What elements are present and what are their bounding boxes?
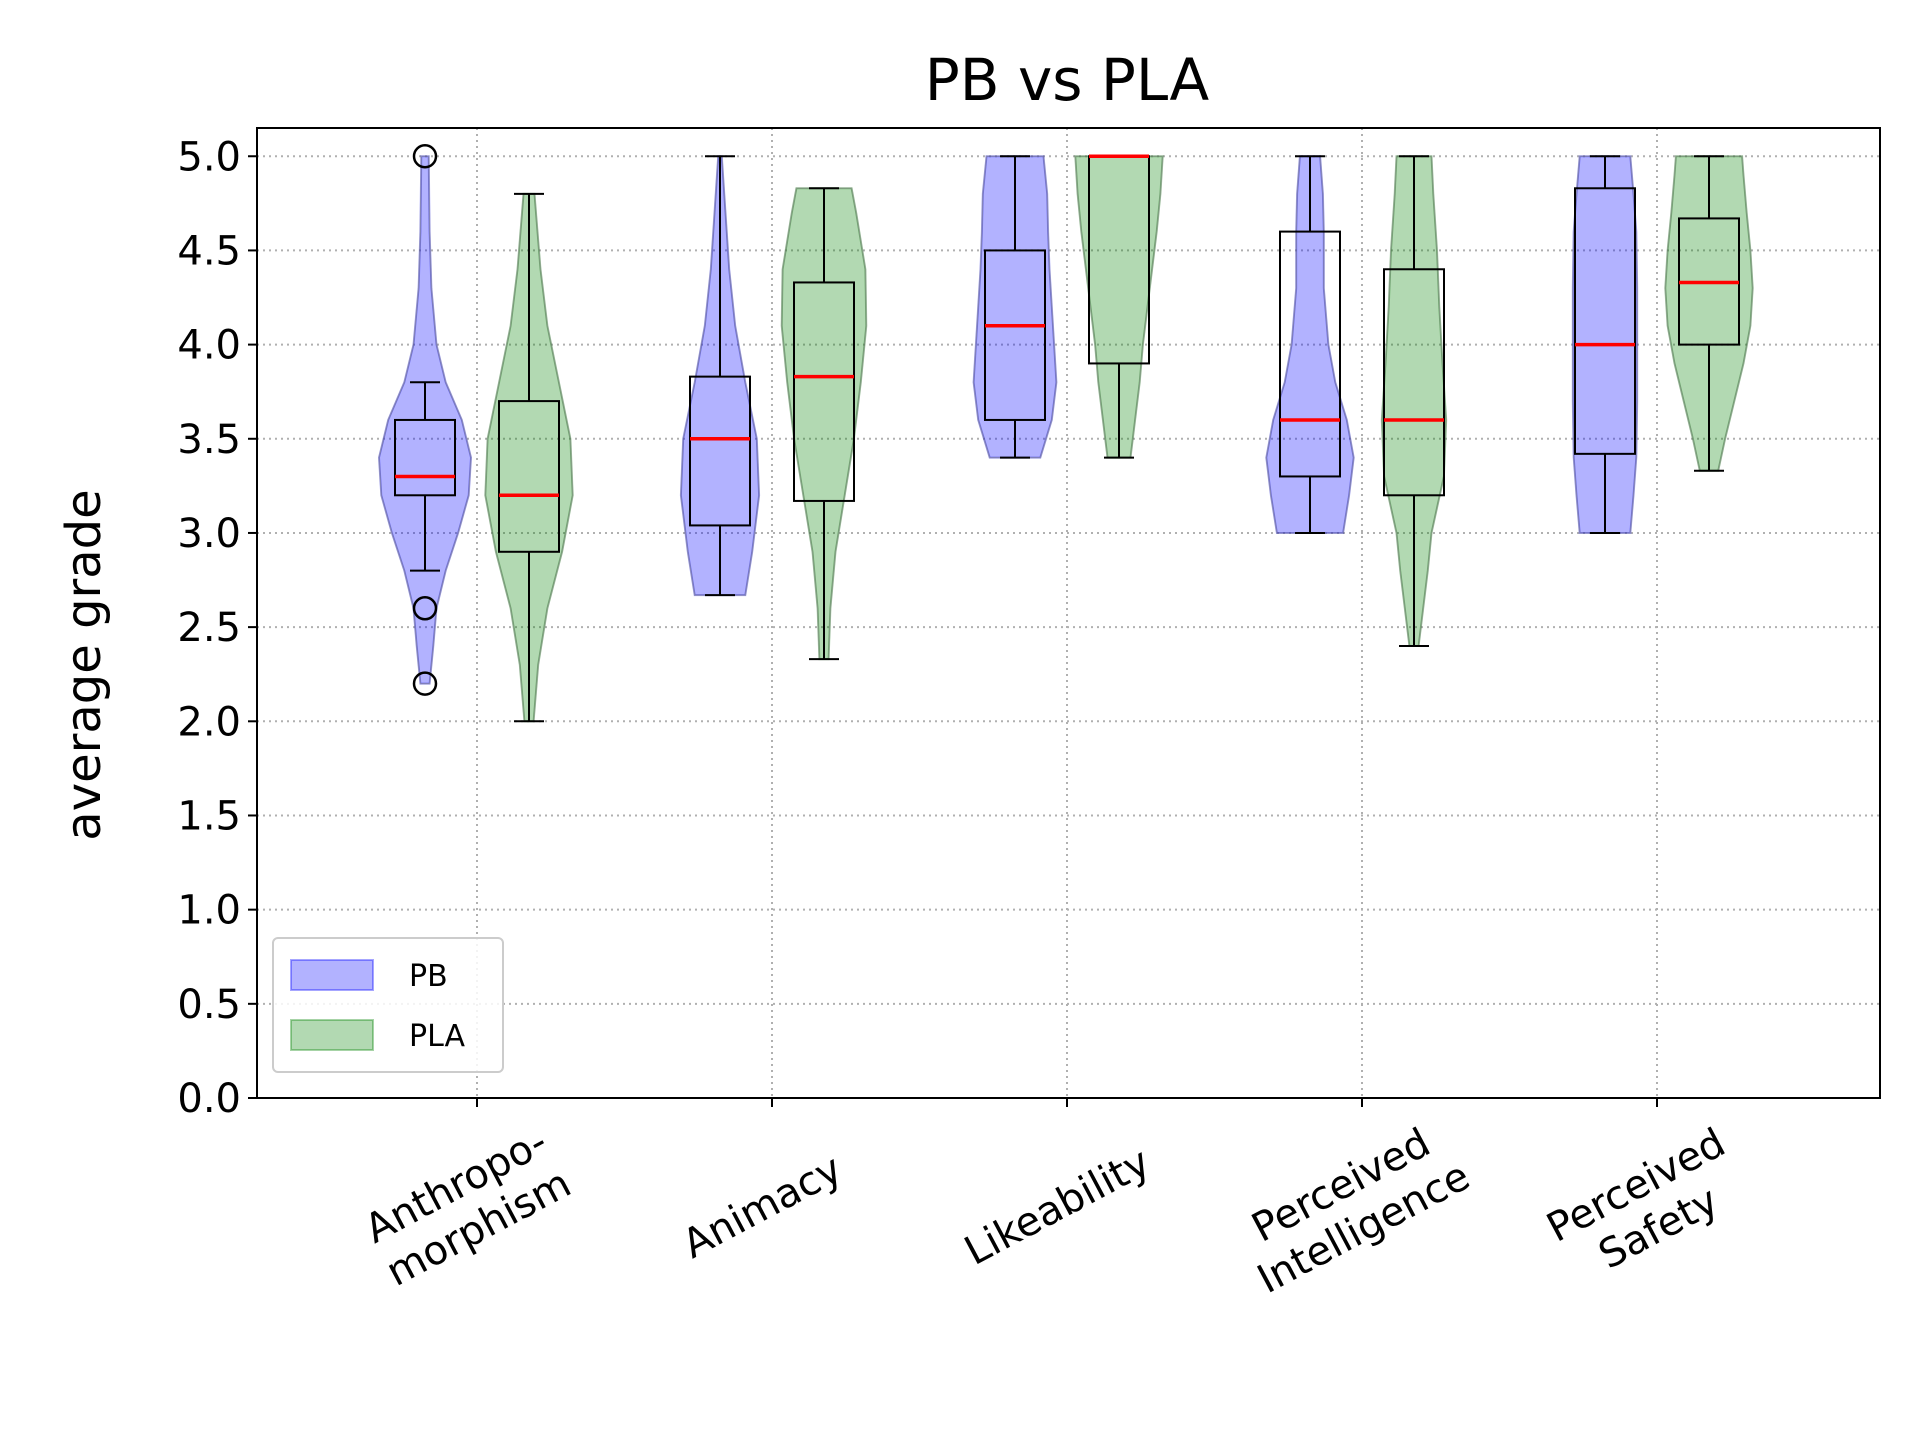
y-tick-label: 2.5 xyxy=(177,605,241,651)
outlier-point xyxy=(412,596,438,621)
legend: PB PLA xyxy=(272,937,504,1073)
box-pla-1 xyxy=(793,281,855,502)
x-tick-label: Animacy xyxy=(675,1146,849,1268)
legend-swatch-pla xyxy=(290,1019,374,1051)
y-tick-label: 5.0 xyxy=(177,134,241,180)
violin-outline xyxy=(972,155,1058,459)
legend-label-pb: PB xyxy=(409,959,448,994)
x-tick-label-line: Likeability xyxy=(957,1139,1157,1275)
plot-area xyxy=(377,144,1754,723)
y-axis-label: average grade xyxy=(56,489,112,840)
box-pb-2 xyxy=(984,249,1046,421)
outlier-point xyxy=(412,671,438,696)
y-tick-label: 3.5 xyxy=(177,417,241,463)
x-tick-label: PerceivedSafety xyxy=(1540,1120,1756,1294)
axis-ticks: 0.0 0.5 1.0 1.5 2.0 2.5 3.0 3.5 4.0 4.5 5.0 Anthrop… xyxy=(177,134,1756,1303)
outlier-point xyxy=(412,144,438,169)
box-pb-1 xyxy=(689,375,751,527)
x-tick-label: Likeability xyxy=(957,1139,1157,1275)
violin-outline xyxy=(378,155,472,685)
y-tick-label: 2.0 xyxy=(177,699,241,745)
x-tick-label: Anthropo-morphism xyxy=(356,1118,578,1296)
box-pla-3 xyxy=(1383,268,1445,497)
violin-outline xyxy=(780,187,868,660)
box-pb-4 xyxy=(1574,187,1636,455)
box-pla-0 xyxy=(498,400,560,553)
legend-swatch-pb xyxy=(290,959,374,991)
box-pb-0 xyxy=(394,418,456,497)
box-pb-3 xyxy=(1279,230,1341,478)
y-tick-label: 1.5 xyxy=(177,793,241,839)
y-tick-label: 3.0 xyxy=(177,511,241,557)
y-tick-label: 1.0 xyxy=(177,888,241,934)
violin-outline xyxy=(1074,155,1164,459)
legend-box xyxy=(272,937,504,1073)
violin-outline xyxy=(1664,155,1754,472)
x-tick-label: PerceivedIntelligence xyxy=(1228,1111,1478,1303)
y-tick-label: 4.0 xyxy=(177,323,241,369)
y-tick-label: 0.5 xyxy=(177,982,241,1028)
chart-title: PB vs PLA xyxy=(925,46,1210,114)
y-tick-label: 0.0 xyxy=(177,1076,241,1122)
y-tick-label: 4.5 xyxy=(177,228,241,274)
violin-outline xyxy=(1572,155,1638,534)
x-tick-label-line: Animacy xyxy=(675,1146,849,1268)
legend-label-pla: PLA xyxy=(409,1019,465,1054)
axes-frame xyxy=(256,127,1881,1099)
grid xyxy=(257,128,1880,1099)
